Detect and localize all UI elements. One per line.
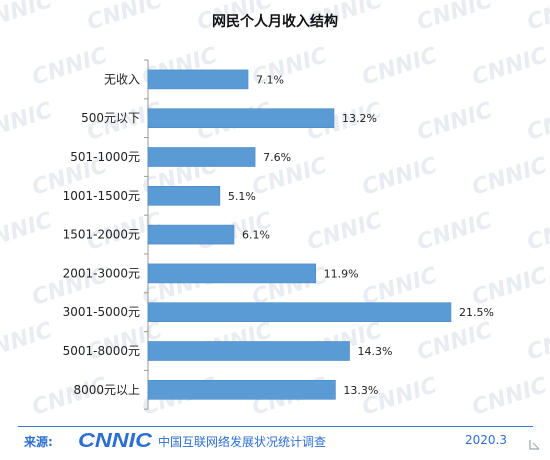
bar bbox=[147, 263, 316, 284]
category-label: 5001-8000元 bbox=[63, 344, 140, 358]
cnnic-logo-text: CNNIC bbox=[78, 430, 153, 451]
axis-group: 无收入 500元以下 501-1000元 1001-1500元 1501-2000元 20… bbox=[63, 59, 149, 410]
category-label: 3001-5000元 bbox=[63, 305, 140, 319]
footer-date: 2020.3 bbox=[465, 433, 507, 447]
data-label: 7.6% bbox=[263, 151, 291, 164]
cnnic-logo: CNNIC bbox=[78, 430, 153, 451]
category-label: 2001-3000元 bbox=[63, 266, 140, 280]
footer-source-label: 来源: bbox=[24, 435, 53, 449]
footer-org-name: 中国互联网络发展状况统计调查 bbox=[158, 435, 327, 449]
footer-divider bbox=[18, 426, 533, 427]
bar bbox=[147, 379, 336, 400]
category-label: 无收入 bbox=[104, 72, 140, 86]
bar bbox=[147, 302, 452, 323]
chart: 网民个人月收入结构 无收入 500元以下 501-1000元 1001-1500元 15… bbox=[63, 13, 494, 410]
data-label: 11.9% bbox=[324, 267, 359, 280]
bar bbox=[147, 224, 235, 245]
category-label: 500元以下 bbox=[81, 111, 140, 125]
chart-title: 网民个人月收入结构 bbox=[212, 13, 338, 30]
corner-curl-icon bbox=[529, 440, 540, 450]
category-label: 1001-1500元 bbox=[63, 189, 140, 203]
category-label: 1501-2000元 bbox=[63, 228, 140, 242]
category-label: 8000元以上 bbox=[73, 383, 140, 397]
data-label: 5.1% bbox=[228, 190, 256, 203]
bars-group: 7.1% 13.2% 7.6% 5.1% 6.1% 11.9% 21.5% 14.3% 13.3… bbox=[147, 69, 494, 400]
bar bbox=[147, 341, 350, 361]
data-label: 13.3% bbox=[343, 384, 378, 397]
data-label: 21.5% bbox=[459, 306, 494, 319]
category-label: 501-1000元 bbox=[70, 150, 140, 164]
bar bbox=[147, 186, 221, 206]
data-label: 6.1% bbox=[242, 229, 270, 242]
data-label: 7.1% bbox=[256, 73, 284, 86]
bar bbox=[147, 108, 335, 128]
data-label: 14.3% bbox=[358, 345, 393, 358]
bar bbox=[147, 69, 249, 90]
data-label: 13.2% bbox=[342, 112, 377, 125]
bar bbox=[147, 147, 256, 167]
